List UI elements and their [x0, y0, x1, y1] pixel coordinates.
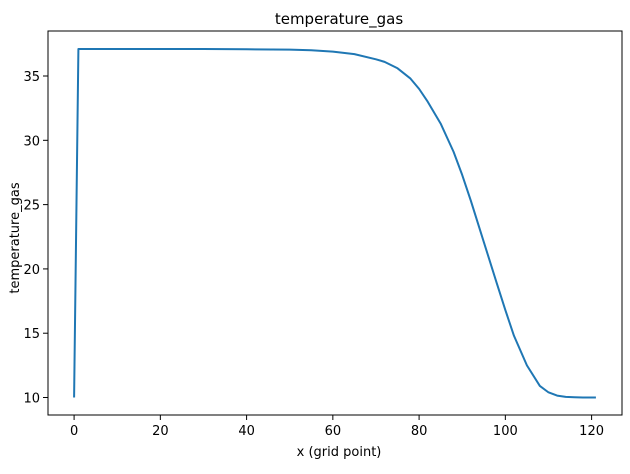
- x-tick-label: 0: [70, 424, 78, 439]
- series-line: [73, 48, 596, 399]
- y-tick-label: 15: [23, 327, 40, 342]
- y-tick-label: 10: [23, 392, 40, 407]
- x-tick-label: 100: [493, 424, 518, 439]
- y-tick-label: 35: [23, 70, 40, 85]
- y-tick-label: 20: [23, 263, 40, 278]
- y-tick-label: 25: [23, 199, 40, 214]
- y-tick-label: 30: [23, 134, 40, 149]
- x-tick-label: 60: [325, 424, 342, 439]
- x-tick-label: 20: [152, 424, 169, 439]
- plot-frame: [47, 30, 623, 416]
- y-axis-label: temperature_gas: [8, 182, 23, 293]
- x-tick-label: 80: [411, 424, 428, 439]
- axis-ticks: 0 20 40 60 80 100 120 10 15 20 25 30 35: [23, 70, 604, 439]
- x-tick-label: 120: [579, 424, 604, 439]
- series-layer: [73, 48, 596, 399]
- x-axis-label: x (grid point): [297, 445, 382, 460]
- chart-title: temperature_gas: [275, 10, 403, 29]
- x-tick-label: 40: [238, 424, 255, 439]
